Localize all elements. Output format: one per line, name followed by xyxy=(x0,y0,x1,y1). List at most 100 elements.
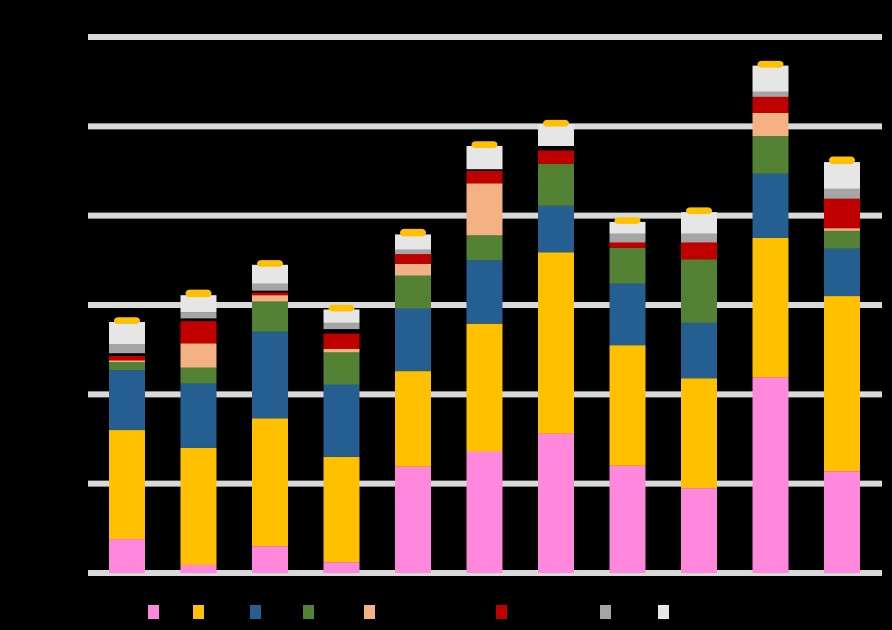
bar-segment xyxy=(686,207,712,215)
bar-segment xyxy=(466,235,503,261)
bar-segment xyxy=(538,145,574,151)
bar-segment xyxy=(180,312,217,319)
bar-segment xyxy=(109,353,145,356)
bar-segment xyxy=(180,295,217,313)
bar-segment xyxy=(752,112,789,137)
bar-segment xyxy=(829,156,855,165)
bar-segment xyxy=(252,283,288,291)
bar-segment xyxy=(538,163,574,206)
bar-segment xyxy=(323,352,360,385)
legend-swatch xyxy=(658,605,669,619)
bar-segment xyxy=(395,263,431,276)
bar-segment xyxy=(752,91,789,97)
bar-segment xyxy=(538,433,574,573)
bar-segment xyxy=(752,65,789,92)
bar-segment xyxy=(681,212,717,234)
bar-segment xyxy=(757,60,784,68)
bar-segment xyxy=(752,96,789,113)
bar-segment xyxy=(466,323,503,452)
legend-swatch xyxy=(250,605,261,619)
bar-segment xyxy=(109,370,145,431)
bar-segment xyxy=(252,546,288,573)
bar-segment xyxy=(395,308,431,372)
bar-segment xyxy=(609,465,646,573)
bar-segment xyxy=(395,234,431,250)
bar-segment xyxy=(752,377,789,573)
bar-segment xyxy=(109,362,145,371)
bar-segment xyxy=(538,150,574,164)
bar-segment xyxy=(323,309,360,323)
bar-segment xyxy=(752,173,789,238)
bar-segment xyxy=(109,321,145,345)
bar-segment xyxy=(824,198,860,229)
bar-segment xyxy=(180,367,217,384)
bar-segment xyxy=(824,188,860,199)
bar-segment xyxy=(538,205,574,253)
bar-segment xyxy=(824,296,860,472)
bar-segment xyxy=(323,322,360,330)
legend-swatch xyxy=(496,605,507,619)
legend-swatch xyxy=(148,605,159,619)
bar-segment xyxy=(323,562,360,573)
bar-segment xyxy=(252,264,288,284)
bar-segment xyxy=(609,233,646,243)
bar-segment xyxy=(109,539,145,573)
bar-segment xyxy=(180,383,217,448)
bar-segment xyxy=(180,564,217,573)
bar-segment xyxy=(252,301,288,332)
legend xyxy=(148,605,669,619)
bar-segment xyxy=(538,124,574,146)
bar-segment xyxy=(466,171,503,184)
bar-segment xyxy=(538,252,574,434)
bar-segment xyxy=(752,136,789,174)
bar-segment xyxy=(323,333,360,349)
bar-segment xyxy=(824,230,860,249)
bar-segment xyxy=(252,418,288,547)
bars xyxy=(109,60,860,573)
bar-segment xyxy=(395,254,431,264)
legend-swatch xyxy=(364,605,375,619)
bar-segment xyxy=(466,145,503,170)
bar-segment xyxy=(824,248,860,297)
bar-segment xyxy=(400,228,426,237)
bar-segment xyxy=(328,304,355,312)
bar-segment xyxy=(681,378,717,489)
bar-segment xyxy=(466,183,503,236)
bar-segment xyxy=(609,283,646,346)
bar-segment xyxy=(109,360,145,363)
bar-segment xyxy=(609,221,646,234)
legend-swatch xyxy=(303,605,314,619)
bar-segment xyxy=(114,317,140,324)
bar-segment xyxy=(681,322,717,379)
bar-segment xyxy=(609,247,646,284)
bar-segment xyxy=(681,259,717,323)
bar-segment xyxy=(252,292,288,296)
bar-segment xyxy=(466,169,503,171)
bar-segment xyxy=(543,119,569,127)
bar-segment xyxy=(185,289,212,298)
bar-segment xyxy=(471,141,498,148)
bar-segment xyxy=(323,348,360,353)
bar-segment xyxy=(609,242,646,248)
bar-segment xyxy=(395,371,431,467)
bar-segment xyxy=(466,451,503,573)
bar-segment xyxy=(109,430,145,540)
bar-segment xyxy=(614,217,641,224)
bar-segment xyxy=(252,331,288,419)
bar-segment xyxy=(257,260,283,267)
bar-segment xyxy=(609,345,646,466)
bar-segment xyxy=(681,488,717,573)
bar-segment xyxy=(824,162,860,189)
bar-segment xyxy=(252,290,288,293)
bar-segment xyxy=(180,318,217,322)
bar-segment xyxy=(395,275,431,309)
bar-segment xyxy=(466,260,503,324)
bar-segment xyxy=(109,344,145,354)
bar-segment xyxy=(824,471,860,573)
bar-segment xyxy=(824,228,860,231)
bar-segment xyxy=(323,329,360,334)
bar-segment xyxy=(180,321,217,344)
bar-segment xyxy=(681,233,717,243)
bar-segment xyxy=(252,295,288,302)
